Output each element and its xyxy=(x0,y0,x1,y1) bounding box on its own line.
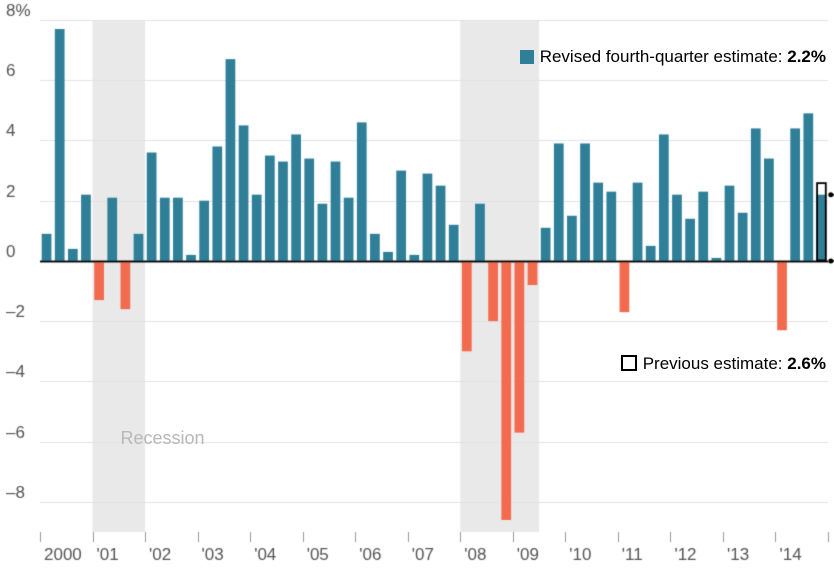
legend-previous-value: 2.6% xyxy=(787,354,826,373)
legend-previous-swatch xyxy=(621,355,637,371)
chart-container: { "chart": { "type": "bar", "width": 834… xyxy=(0,0,834,572)
legend-revised-text: Revised fourth-quarter estimate: xyxy=(540,47,788,66)
legend-revised-swatch xyxy=(520,50,534,64)
legend-revised: Revised fourth-quarter estimate: 2.2% xyxy=(520,47,826,67)
legend-previous: Previous estimate: 2.6% xyxy=(621,354,826,374)
recession-label: Recession xyxy=(121,428,205,449)
legend-revised-value: 2.2% xyxy=(787,47,826,66)
gdp-bar-chart xyxy=(0,0,834,572)
legend-previous-text: Previous estimate: xyxy=(643,354,788,373)
